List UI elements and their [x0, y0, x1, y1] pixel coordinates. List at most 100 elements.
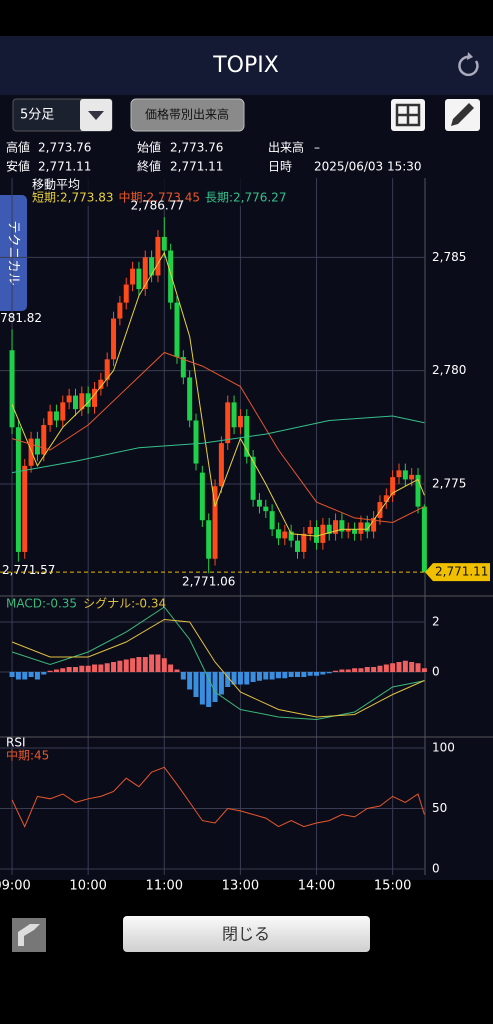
macd-histogram-bar: [34, 672, 40, 680]
candle-body: [193, 420, 199, 464]
macd-histogram-bar: [155, 654, 161, 672]
candle-body: [295, 540, 300, 552]
candle-body: [250, 456, 256, 500]
legend-entry: 中期:45: [6, 748, 49, 763]
moving-average-line: [11, 251, 425, 537]
macd-histogram-bar: [282, 672, 288, 679]
candle-body: [333, 520, 339, 534]
macd-histogram-bar: [85, 665, 91, 672]
refresh-button[interactable]: [458, 52, 479, 77]
candle-body: [92, 388, 98, 407]
candle-body: [130, 268, 136, 285]
macd-histogram-bar: [333, 670, 339, 672]
candle-body: [98, 379, 104, 389]
last-price-badge: [425, 563, 490, 582]
macd-histogram-bar: [295, 672, 300, 677]
candle-body: [187, 377, 193, 421]
macd-histogram-bar: [60, 668, 66, 672]
macd-histogram-bar: [92, 664, 98, 672]
price-annotation: 2,781.82: [0, 311, 42, 325]
x-tick-label: 09:00: [0, 879, 31, 894]
candle-body: [237, 415, 243, 428]
close-button-label: 閉じる: [222, 925, 270, 944]
candle-body: [111, 318, 117, 360]
candle-body: [415, 474, 421, 507]
legend-entry: 短期:2,773.83: [32, 191, 113, 205]
layout-button[interactable]: [391, 99, 425, 131]
x-tick-label: 15:00: [374, 879, 411, 894]
candle-body: [142, 257, 148, 290]
macd-histogram-bar: [383, 664, 389, 672]
macd-histogram-bar: [371, 667, 377, 672]
y-tick-label: 50: [432, 801, 447, 815]
macd-histogram-bar: [390, 663, 396, 672]
macd-histogram-bar: [168, 664, 174, 672]
moving-average-line: [12, 415, 425, 474]
y-tick-label: 0: [432, 665, 440, 679]
back-button[interactable]: [12, 918, 46, 952]
candle-body: [301, 533, 307, 552]
macd-histogram-bar: [314, 672, 320, 676]
macd-histogram-bar: [111, 662, 117, 672]
candle-body: [371, 517, 377, 532]
candle-body: [225, 402, 231, 444]
info-label: 高値: [6, 140, 30, 155]
candle-body: [307, 527, 313, 534]
candle-body: [352, 529, 358, 534]
close-button[interactable]: 閉じる: [123, 916, 370, 952]
technical-tab[interactable]: テクニカル: [0, 195, 27, 311]
y-tick-label: 0: [432, 861, 440, 875]
info-value: 2,771.11: [170, 160, 223, 174]
macd-histogram-bar: [263, 672, 269, 680]
macd-line: [11, 606, 425, 721]
y-tick-label: 2,780: [432, 363, 466, 377]
macd-histogram-bar: [345, 669, 351, 672]
candle-body: [383, 495, 389, 503]
macd-histogram-bar: [174, 669, 180, 672]
candle-body: [218, 443, 224, 487]
last-price-label: 2,771.11: [435, 565, 488, 579]
candle-body: [72, 395, 78, 410]
candle-body: [66, 395, 72, 403]
candle-body: [288, 531, 294, 541]
candle-body: [282, 531, 288, 539]
candle-body: [41, 425, 47, 455]
header-title: TOPIX: [212, 53, 279, 78]
macd-histogram-bar: [212, 672, 218, 702]
macd-histogram-bar: [339, 669, 345, 672]
price-annotation: 2,771.57: [2, 563, 55, 577]
candle-body: [320, 524, 326, 543]
macd-histogram-bar: [41, 672, 47, 675]
info-label: 終値: [137, 159, 161, 174]
legend-background: [28, 178, 296, 206]
candle-body: [345, 529, 351, 532]
moving-average-line: [11, 351, 425, 524]
candle-body: [168, 250, 174, 303]
info-label: 出来高: [268, 140, 304, 155]
macd-line: [11, 618, 425, 718]
macd-histogram-bar: [123, 659, 129, 672]
candle-body: [104, 359, 110, 380]
macd-histogram-bar: [206, 672, 212, 707]
volume-profile-button[interactable]: 価格帯別出来高: [130, 98, 245, 132]
macd-histogram-bar: [237, 672, 243, 685]
interval-label: 5分足: [20, 108, 54, 123]
macd-histogram-bar: [28, 672, 34, 677]
info-panel: 高値 2,773.76 始値 2,773.76 出来高 – 安値 2,771.11 終値 2,77…: [6, 140, 422, 174]
macd-histogram-bar: [130, 658, 136, 672]
info-value: 2,771.11: [38, 160, 91, 174]
macd-histogram-bar: [22, 672, 28, 680]
interval-dropdown[interactable]: 5分足: [12, 98, 113, 132]
info-label: 安値: [6, 159, 30, 174]
macd-histogram-bar: [136, 657, 142, 672]
candle-body: [269, 511, 275, 530]
candle-body: [199, 472, 205, 521]
macd-histogram-bar: [161, 658, 167, 672]
candle-body: [314, 527, 320, 543]
macd-histogram-bar: [149, 654, 155, 672]
candle-body: [9, 350, 15, 428]
draw-button[interactable]: [445, 99, 480, 131]
legend-entry: MACD:-0.35: [6, 597, 77, 611]
rsi-line: [11, 766, 425, 828]
